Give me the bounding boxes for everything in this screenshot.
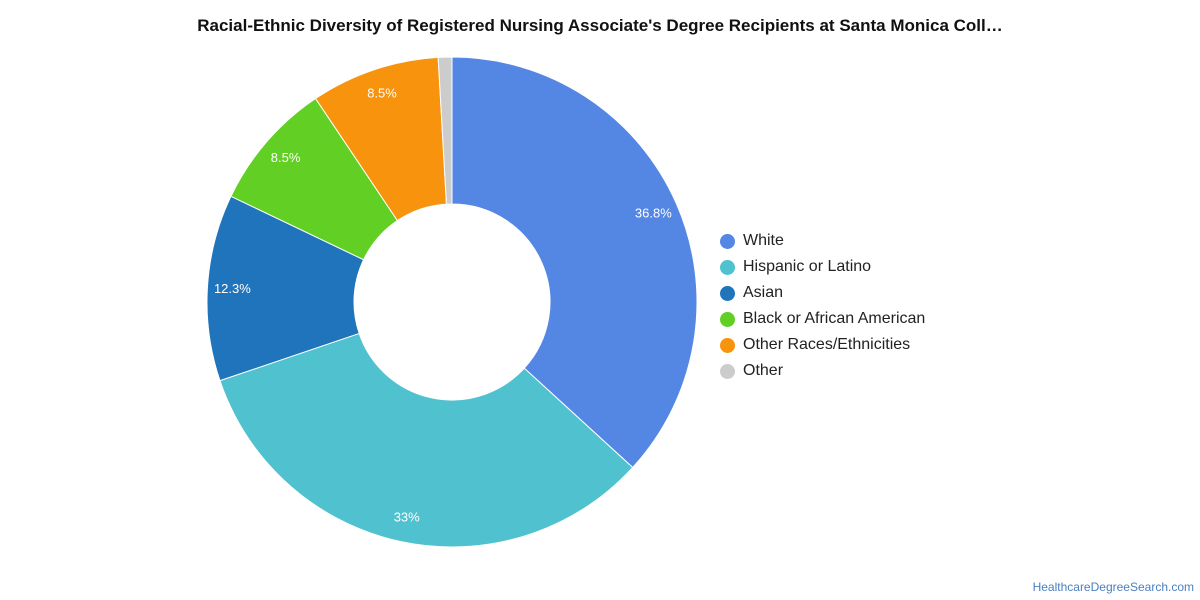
legend-item[interactable]: Black or African American bbox=[720, 306, 925, 332]
chart-title: Racial-Ethnic Diversity of Registered Nu… bbox=[197, 16, 1003, 35]
legend-label: Asian bbox=[743, 284, 784, 301]
legend-swatch bbox=[720, 311, 735, 327]
legend-item[interactable]: Other bbox=[720, 358, 925, 384]
legend-item[interactable]: Asian bbox=[720, 280, 925, 306]
slice-other[interactable] bbox=[437, 56, 453, 205]
chart-legend: White Hispanic or Latino Asian Black or Afr… bbox=[720, 228, 925, 384]
slice-label: 8.5% bbox=[271, 150, 301, 165]
legend-item[interactable]: Hispanic or Latino bbox=[720, 254, 925, 280]
legend-label: Black or African American bbox=[743, 310, 926, 327]
slice-label: 8.5% bbox=[367, 85, 397, 100]
legend-swatch bbox=[720, 285, 735, 301]
legend-label: Hispanic or Latino bbox=[743, 258, 872, 275]
slice-label: 12.3% bbox=[214, 281, 251, 296]
legend-swatch bbox=[720, 233, 735, 249]
slice-label: 33% bbox=[394, 509, 420, 524]
slice-label: 36.8% bbox=[635, 205, 672, 220]
slice-hispanic-or-latino[interactable] bbox=[219, 332, 634, 548]
legend-swatch bbox=[720, 363, 735, 379]
legend-swatch bbox=[720, 259, 735, 275]
legend-item[interactable]: Other Races/Ethnicities bbox=[720, 332, 925, 358]
slice-asian[interactable] bbox=[206, 195, 365, 382]
legend-item[interactable]: White bbox=[720, 228, 925, 254]
legend-label: White bbox=[743, 232, 784, 249]
source-link[interactable]: HealthcareDegreeSearch.com bbox=[1032, 580, 1194, 594]
slice-white[interactable] bbox=[451, 56, 698, 469]
legend-swatch bbox=[720, 337, 735, 353]
legend-label: Other bbox=[743, 362, 784, 379]
legend-label: Other Races/Ethnicities bbox=[743, 336, 911, 353]
